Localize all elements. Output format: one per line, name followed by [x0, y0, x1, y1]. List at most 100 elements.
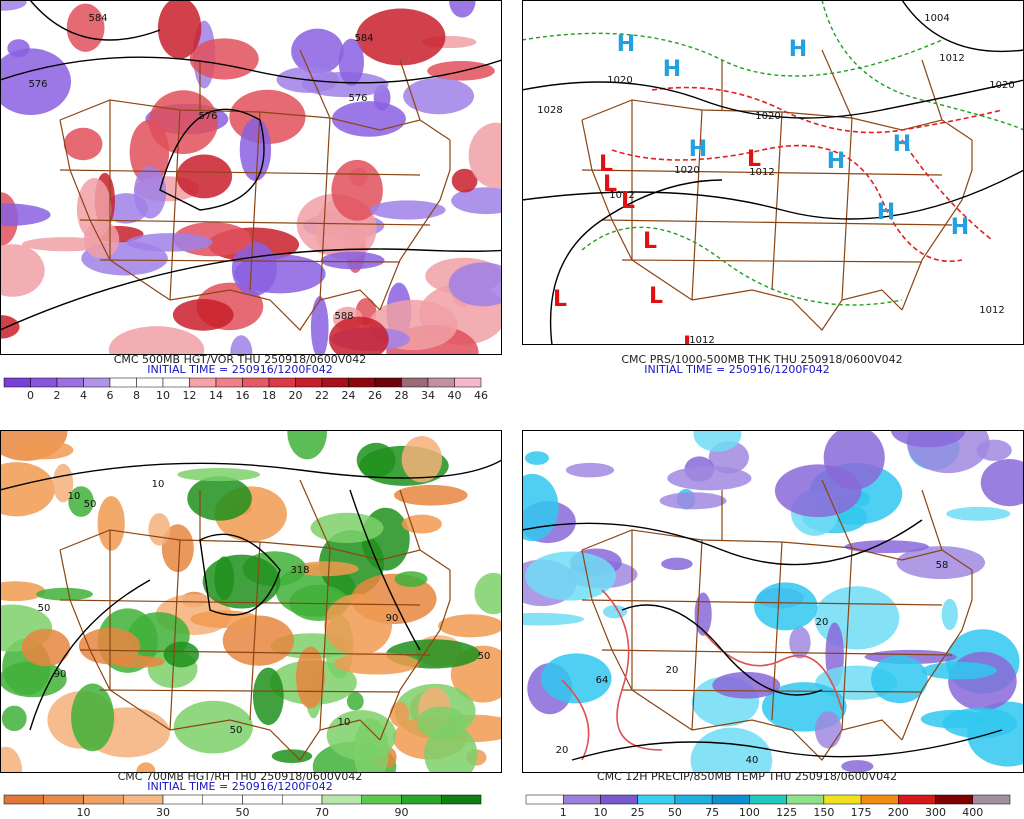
colorbar-label: 70	[315, 806, 329, 819]
shaded-area	[16, 440, 74, 460]
panel: 20 20 40 64 58 20 CMC 12H PRECIP/850MB TEMP TH…	[522, 430, 1024, 819]
shaded-area	[0, 203, 51, 227]
state-border	[691, 719, 903, 761]
contour-label: 50	[38, 603, 51, 614]
colorbar-label: 26	[368, 389, 382, 402]
colorbar-label: 1	[560, 806, 567, 819]
thickness-contour	[651, 86, 1003, 134]
low-pressure-marker: L	[621, 189, 635, 214]
map: 1020 1020 1020 1020 1012 1012 1012 1012 1028 1004…	[522, 0, 1024, 345]
shaded-area	[136, 762, 156, 773]
contour-label: 576	[28, 79, 47, 90]
shaded-area	[346, 692, 364, 711]
high-pressure-marker: H	[893, 132, 911, 157]
state-border	[379, 570, 451, 741]
thickness-contour	[522, 32, 943, 77]
state-border	[901, 140, 973, 311]
panel: 584 584 576 576 576 588 CMC 500MB HGT/VOR THU …	[0, 0, 502, 402]
shaded-area	[291, 28, 344, 74]
colorbar-label: 125	[776, 806, 797, 819]
state-border	[631, 530, 853, 731]
colorbar-label: 4	[80, 389, 87, 402]
colorbar-label: 10	[156, 389, 170, 402]
contour-label: 90	[54, 669, 67, 680]
map: 584 584 576 576 576 588	[0, 0, 502, 355]
colorbar-box	[711, 794, 750, 805]
thickness-contour	[611, 144, 963, 262]
shaded-area	[0, 314, 20, 339]
thickness-contour	[581, 226, 903, 306]
colorbar-box	[401, 794, 442, 805]
shaded-area	[451, 168, 478, 193]
shaded-area	[173, 700, 253, 754]
shaded-area	[712, 671, 781, 699]
state-border	[901, 570, 973, 741]
high-pressure-marker: H	[951, 215, 969, 240]
shaded-area	[522, 612, 585, 626]
shaded-area	[161, 524, 194, 573]
shaded-area	[271, 749, 313, 764]
colorbar-box	[374, 377, 402, 388]
high-pressure-marker: H	[617, 32, 635, 57]
shaded-area	[68, 486, 94, 517]
thickness-contour	[821, 0, 1024, 131]
colorbar-label: 30	[156, 806, 170, 819]
colorbar-box	[56, 377, 84, 388]
colorbar-box	[83, 794, 124, 805]
contour-label: 1020	[989, 80, 1014, 91]
colorbar-box	[637, 794, 676, 805]
shaded-area	[0, 581, 46, 602]
shaded-area	[239, 118, 272, 182]
shaded-area	[980, 459, 1024, 507]
shaded-area	[111, 655, 165, 668]
contour-label: 1012	[749, 167, 774, 178]
low-pressure-marker: L	[599, 152, 613, 177]
contour-label: 20	[666, 665, 679, 676]
shaded-area	[133, 166, 167, 219]
shaded-area	[946, 506, 1011, 521]
height-contour	[0, 56, 502, 84]
colorbar-box	[123, 794, 164, 805]
state-border	[581, 99, 973, 141]
state-border	[199, 49, 421, 121]
contour-label: 1028	[537, 105, 562, 116]
colorbar-label: 90	[395, 806, 409, 819]
colorbar-label: 16	[236, 389, 250, 402]
colorbar-box	[242, 794, 283, 805]
colorbar-box	[935, 794, 974, 805]
shaded-area	[0, 244, 45, 297]
state-border	[379, 140, 451, 311]
shaded-area	[296, 646, 325, 709]
colorbar-box	[427, 377, 455, 388]
shaded-area	[0, 0, 27, 11]
contour-label: 10	[152, 479, 165, 490]
colorbar-label: 10	[77, 806, 91, 819]
shaded-area	[310, 296, 329, 355]
height-contour	[0, 190, 502, 331]
height-contour	[159, 108, 265, 211]
shaded-area	[334, 652, 420, 675]
shaded-area	[394, 484, 468, 506]
colorbar-box	[162, 794, 203, 805]
shaded-area	[292, 561, 359, 577]
state-border	[169, 719, 381, 761]
colorbar-label: 50	[236, 806, 250, 819]
colorbar-box	[823, 794, 862, 805]
shaded-area	[189, 38, 259, 80]
shaded-area	[449, 0, 476, 18]
state-border	[59, 119, 171, 301]
contour-label: 1020	[607, 75, 632, 86]
shaded-area	[468, 122, 502, 189]
shaded-area	[63, 127, 103, 161]
colorbar-box	[43, 794, 84, 805]
contour-label: 576	[348, 93, 367, 104]
shaded-area	[108, 326, 205, 355]
colorbar-box	[3, 377, 31, 388]
state-border	[199, 479, 421, 551]
contour-label: 1020	[755, 111, 780, 122]
state-border	[59, 99, 451, 141]
contour-label: 90	[386, 613, 399, 624]
map-frame	[0, 0, 502, 355]
